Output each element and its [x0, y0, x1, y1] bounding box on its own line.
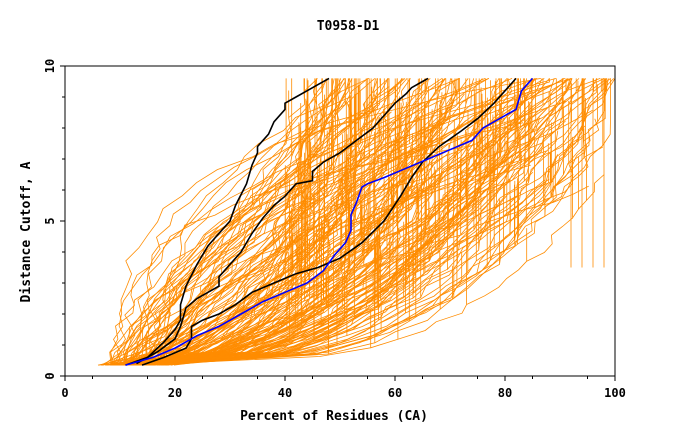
- background-series-line: [106, 78, 447, 366]
- background-series-line: [156, 78, 378, 366]
- background-series-line: [146, 146, 603, 366]
- background-series-line: [148, 78, 403, 366]
- background-series-line: [170, 78, 573, 366]
- background-series-line: [123, 118, 474, 366]
- background-series-group: [97, 78, 616, 366]
- background-series-line: [129, 78, 460, 366]
- background-series-line: [144, 78, 341, 366]
- background-series-line: [150, 130, 559, 366]
- y-tick-label: 0: [43, 372, 57, 379]
- background-series-line: [159, 78, 370, 366]
- background-series-line: [134, 78, 368, 366]
- y-axis: 0 5 10: [43, 59, 65, 380]
- background-series-line: [152, 119, 449, 366]
- background-series-line: [152, 78, 534, 366]
- background-series-line: [141, 78, 569, 366]
- x-tick-label: 60: [388, 386, 402, 400]
- background-series-line: [132, 78, 563, 366]
- background-series-line: [113, 78, 531, 366]
- background-series-line: [149, 100, 567, 366]
- background-series-line: [113, 78, 580, 366]
- background-series-line: [116, 78, 402, 366]
- series-line: [125, 77, 534, 366]
- background-series-line: [110, 78, 513, 366]
- background-series-line: [132, 78, 538, 366]
- background-series-line: [136, 103, 439, 366]
- background-series-line: [170, 78, 429, 366]
- y-axis-label: Distance Cutoff, A: [19, 161, 34, 302]
- background-series-line: [165, 78, 550, 366]
- background-series-line: [159, 100, 455, 366]
- background-series-line: [106, 162, 589, 366]
- background-series-line: [143, 78, 584, 366]
- background-series-line: [129, 78, 406, 366]
- x-tick-label: 100: [604, 386, 626, 400]
- background-series-line: [109, 78, 550, 366]
- background-series-line: [124, 85, 390, 366]
- background-series-line: [138, 78, 489, 366]
- background-series-line: [129, 114, 425, 366]
- background-series-line: [130, 78, 497, 366]
- x-tick-label: 0: [61, 386, 68, 400]
- highlighted-series-group: [125, 77, 534, 366]
- y-tick-label: 10: [43, 59, 57, 73]
- background-series-line: [126, 78, 555, 366]
- background-series-line: [161, 78, 446, 366]
- chart-title: T0958-D1: [317, 19, 380, 34]
- background-series-line: [134, 78, 423, 366]
- background-series-line: [150, 162, 357, 366]
- background-series-line: [111, 78, 389, 366]
- background-series-line: [122, 83, 593, 366]
- x-tick-label: 80: [498, 386, 512, 400]
- background-series-line: [107, 78, 609, 366]
- x-axis: 0 20 40 60 80 100: [61, 376, 626, 400]
- background-series-line: [160, 79, 455, 366]
- background-series-line: [129, 78, 333, 366]
- background-series-line: [134, 120, 466, 366]
- y-tick-label: 5: [43, 217, 57, 224]
- series-line: [125, 77, 330, 366]
- background-series-line: [145, 78, 597, 366]
- background-series-line: [116, 143, 558, 366]
- background-series-line: [147, 78, 379, 366]
- background-series-line: [165, 78, 318, 366]
- x-tick-label: 40: [278, 386, 292, 400]
- background-series-line: [120, 78, 342, 366]
- background-series-line: [133, 78, 461, 366]
- background-series-line: [151, 78, 600, 366]
- background-series-line: [126, 78, 606, 366]
- background-series-line: [97, 78, 345, 366]
- x-tick-label: 20: [168, 386, 182, 400]
- background-series-line: [139, 87, 482, 366]
- background-series-line: [138, 78, 378, 366]
- background-series-line: [145, 78, 376, 366]
- x-axis-label: Percent of Residues (CA): [240, 409, 428, 424]
- background-series-line: [100, 78, 587, 366]
- series-line: [136, 77, 429, 365]
- background-series-line: [135, 78, 537, 366]
- background-series-line: [102, 78, 349, 366]
- background-series-line: [166, 78, 614, 366]
- background-series-line: [144, 78, 611, 366]
